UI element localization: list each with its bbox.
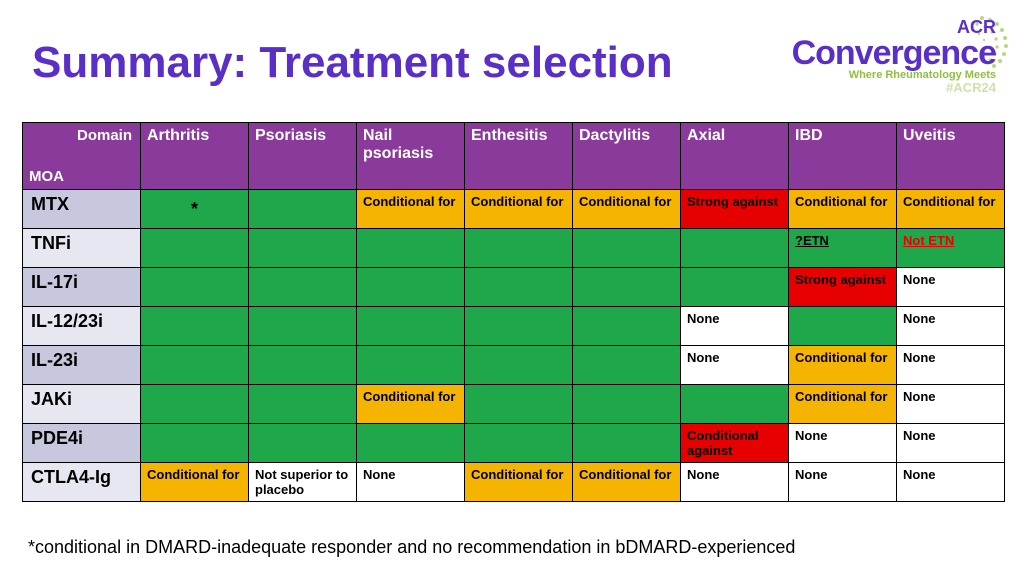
col-uveitis: Uveitis — [897, 123, 1005, 190]
page-title: Summary: Treatment selection — [32, 38, 673, 88]
table-cell — [357, 268, 465, 307]
table-cell: Not ETN — [897, 229, 1005, 268]
table-cell — [357, 424, 465, 463]
row-label: CTLA4-Ig — [23, 463, 141, 502]
table-cell — [465, 346, 573, 385]
table-cell: None — [897, 268, 1005, 307]
table-cell: * — [141, 190, 249, 229]
table-cell — [141, 229, 249, 268]
treatment-table: Domain MOA Arthritis Psoriasis Nail psor… — [22, 122, 1005, 502]
table-cell — [249, 190, 357, 229]
table-cell — [249, 307, 357, 346]
table-cell — [465, 307, 573, 346]
table-row: IL-12/23i None None — [23, 307, 1005, 346]
table-cell — [141, 424, 249, 463]
corner-moa: MOA — [29, 168, 64, 185]
table-cell — [249, 268, 357, 307]
table-cell: Conditional for — [789, 346, 897, 385]
footnote: *conditional in DMARD-inadequate respond… — [28, 537, 795, 558]
table-cell: None — [681, 346, 789, 385]
logo-hashtag: #ACR24 — [792, 81, 996, 94]
table-cell — [141, 307, 249, 346]
row-label: JAKi — [23, 385, 141, 424]
table-cell — [465, 385, 573, 424]
table-cell — [141, 385, 249, 424]
col-arthritis: Arthritis — [141, 123, 249, 190]
table-cell — [357, 229, 465, 268]
table-cell: Conditional for — [357, 385, 465, 424]
table-cell — [681, 268, 789, 307]
table-cell: None — [789, 463, 897, 502]
logo: ACR Convergence Where Rheumatology Meets… — [792, 18, 996, 94]
table-cell: Conditional for — [141, 463, 249, 502]
table-cell — [141, 346, 249, 385]
table-cell: Conditional against — [681, 424, 789, 463]
row-label: MTX — [23, 190, 141, 229]
table-cell — [249, 229, 357, 268]
table-cell — [465, 424, 573, 463]
table-cell: None — [897, 307, 1005, 346]
table-cell: Conditional for — [789, 385, 897, 424]
table-header-row: Domain MOA Arthritis Psoriasis Nail psor… — [23, 123, 1005, 190]
row-label: IL-17i — [23, 268, 141, 307]
table-cell — [465, 268, 573, 307]
table-cell: None — [789, 424, 897, 463]
table-cell — [573, 229, 681, 268]
table-cell: Conditional for — [897, 190, 1005, 229]
table-cell: Not superior to placebo — [249, 463, 357, 502]
table-cell: None — [357, 463, 465, 502]
table-row: CTLA4-IgConditional forNot superior to p… — [23, 463, 1005, 502]
table-cell — [681, 385, 789, 424]
col-dactylitis: Dactylitis — [573, 123, 681, 190]
logo-convergence: Convergence — [792, 36, 996, 70]
table-cell — [249, 385, 357, 424]
table-cell: None — [897, 385, 1005, 424]
table-cell: None — [681, 307, 789, 346]
table-row: IL-17i Strong againstNone — [23, 268, 1005, 307]
table-cell: Conditional for — [573, 190, 681, 229]
table-cell: Conditional for — [465, 190, 573, 229]
col-nail-psoriasis: Nail psoriasis — [357, 123, 465, 190]
table-cell: Conditional for — [357, 190, 465, 229]
table-cell: None — [897, 463, 1005, 502]
table-cell: None — [897, 424, 1005, 463]
table-cell: Conditional for — [573, 463, 681, 502]
table-cell — [573, 346, 681, 385]
table-cell: Strong against — [681, 190, 789, 229]
table-cell: None — [897, 346, 1005, 385]
table-cell — [573, 424, 681, 463]
table-cell: Conditional for — [789, 190, 897, 229]
table-cell — [573, 385, 681, 424]
table-cell — [357, 346, 465, 385]
table-cell: None — [681, 463, 789, 502]
corner-domain: Domain — [77, 127, 132, 144]
table-cell: Strong against — [789, 268, 897, 307]
table-cell — [789, 307, 897, 346]
col-enthesitis: Enthesitis — [465, 123, 573, 190]
table-cell — [249, 346, 357, 385]
row-label: IL-12/23i — [23, 307, 141, 346]
col-psoriasis: Psoriasis — [249, 123, 357, 190]
row-label: TNFi — [23, 229, 141, 268]
table-row: JAKiConditional forConditional forNone — [23, 385, 1005, 424]
table-row: TNFi ?ETNNot ETN — [23, 229, 1005, 268]
col-ibd: IBD — [789, 123, 897, 190]
table-cell — [357, 307, 465, 346]
row-label: IL-23i — [23, 346, 141, 385]
table-cell — [573, 307, 681, 346]
table-cell — [573, 268, 681, 307]
row-label: PDE4i — [23, 424, 141, 463]
table-row: MTX*Conditional forConditional forCondit… — [23, 190, 1005, 229]
table-row: IL-23i NoneConditional forNone — [23, 346, 1005, 385]
table-cell: Conditional for — [465, 463, 573, 502]
table-cell — [681, 229, 789, 268]
table-cell: ?ETN — [789, 229, 897, 268]
col-axial: Axial — [681, 123, 789, 190]
table-cell — [465, 229, 573, 268]
table-cell — [141, 268, 249, 307]
table-cell — [249, 424, 357, 463]
corner-cell: Domain MOA — [23, 123, 141, 190]
table-row: PDE4iConditional againstNoneNone — [23, 424, 1005, 463]
